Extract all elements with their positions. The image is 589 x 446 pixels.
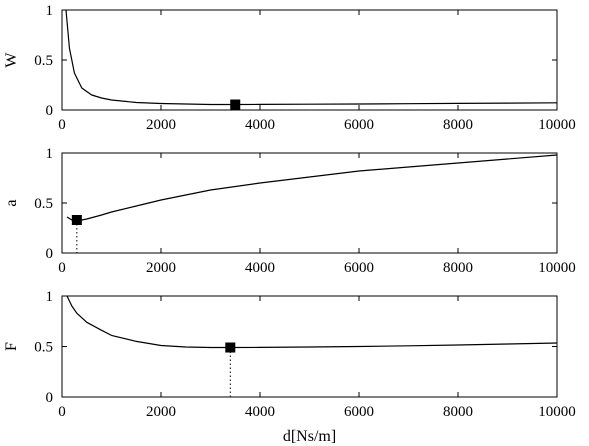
plot-frame bbox=[61, 152, 558, 254]
y-tick-label: 0.5 bbox=[34, 53, 53, 69]
x-tick-label: 4000 bbox=[245, 260, 275, 276]
chart-panel-1: 0 2000 4000 6000 8000 10000 0 0.5 1 W bbox=[3, 3, 576, 133]
x-axis-label: d[Ns/m] bbox=[283, 428, 336, 445]
plot-frame bbox=[61, 9, 558, 111]
x-tick-label: 10000 bbox=[538, 260, 576, 276]
x-tick-label: 8000 bbox=[443, 117, 473, 133]
y-axis-label: a bbox=[3, 199, 20, 206]
x-tick-label: 8000 bbox=[443, 260, 473, 276]
y-tick-label: 0.5 bbox=[34, 196, 53, 212]
x-tick-label: 0 bbox=[58, 260, 66, 276]
series-line bbox=[65, 9, 558, 106]
x-tick-label: 8000 bbox=[443, 404, 473, 420]
x-tick-label: 6000 bbox=[344, 404, 374, 420]
y-axis-label: F bbox=[3, 342, 20, 351]
series-line bbox=[66, 154, 558, 222]
x-tick-label: 2000 bbox=[146, 117, 176, 133]
x-tick-label: 2000 bbox=[146, 260, 176, 276]
optimum-marker bbox=[71, 215, 82, 225]
optimum-marker bbox=[230, 99, 241, 110]
x-tick-label: 10000 bbox=[538, 117, 576, 133]
y-tick-label: 0 bbox=[46, 246, 54, 262]
y-axis-label: W bbox=[3, 52, 20, 68]
optimum-marker bbox=[225, 342, 236, 353]
series-line bbox=[66, 295, 558, 349]
x-tick-label: 0 bbox=[58, 404, 66, 420]
y-tick-label: 1 bbox=[46, 289, 54, 305]
chart-panel-3: 0 2000 4000 6000 8000 10000 0 0.5 1 Fd[Ns/m] bbox=[3, 289, 576, 445]
x-tick-label: 6000 bbox=[344, 117, 374, 133]
y-tick-label: 0 bbox=[46, 390, 54, 406]
chart-panel-2: 0 2000 4000 6000 8000 10000 0 0.5 1 a bbox=[3, 146, 576, 276]
y-tick-label: 1 bbox=[46, 3, 54, 19]
y-tick-label: 1 bbox=[46, 146, 54, 162]
y-tick-label: 0 bbox=[46, 103, 54, 119]
x-tick-label: 6000 bbox=[344, 260, 374, 276]
x-tick-label: 4000 bbox=[245, 404, 275, 420]
x-tick-label: 10000 bbox=[538, 404, 576, 420]
x-tick-label: 4000 bbox=[245, 117, 275, 133]
y-tick-label: 0.5 bbox=[34, 340, 53, 356]
x-tick-label: 2000 bbox=[146, 404, 176, 420]
x-tick-label: 0 bbox=[58, 117, 66, 133]
